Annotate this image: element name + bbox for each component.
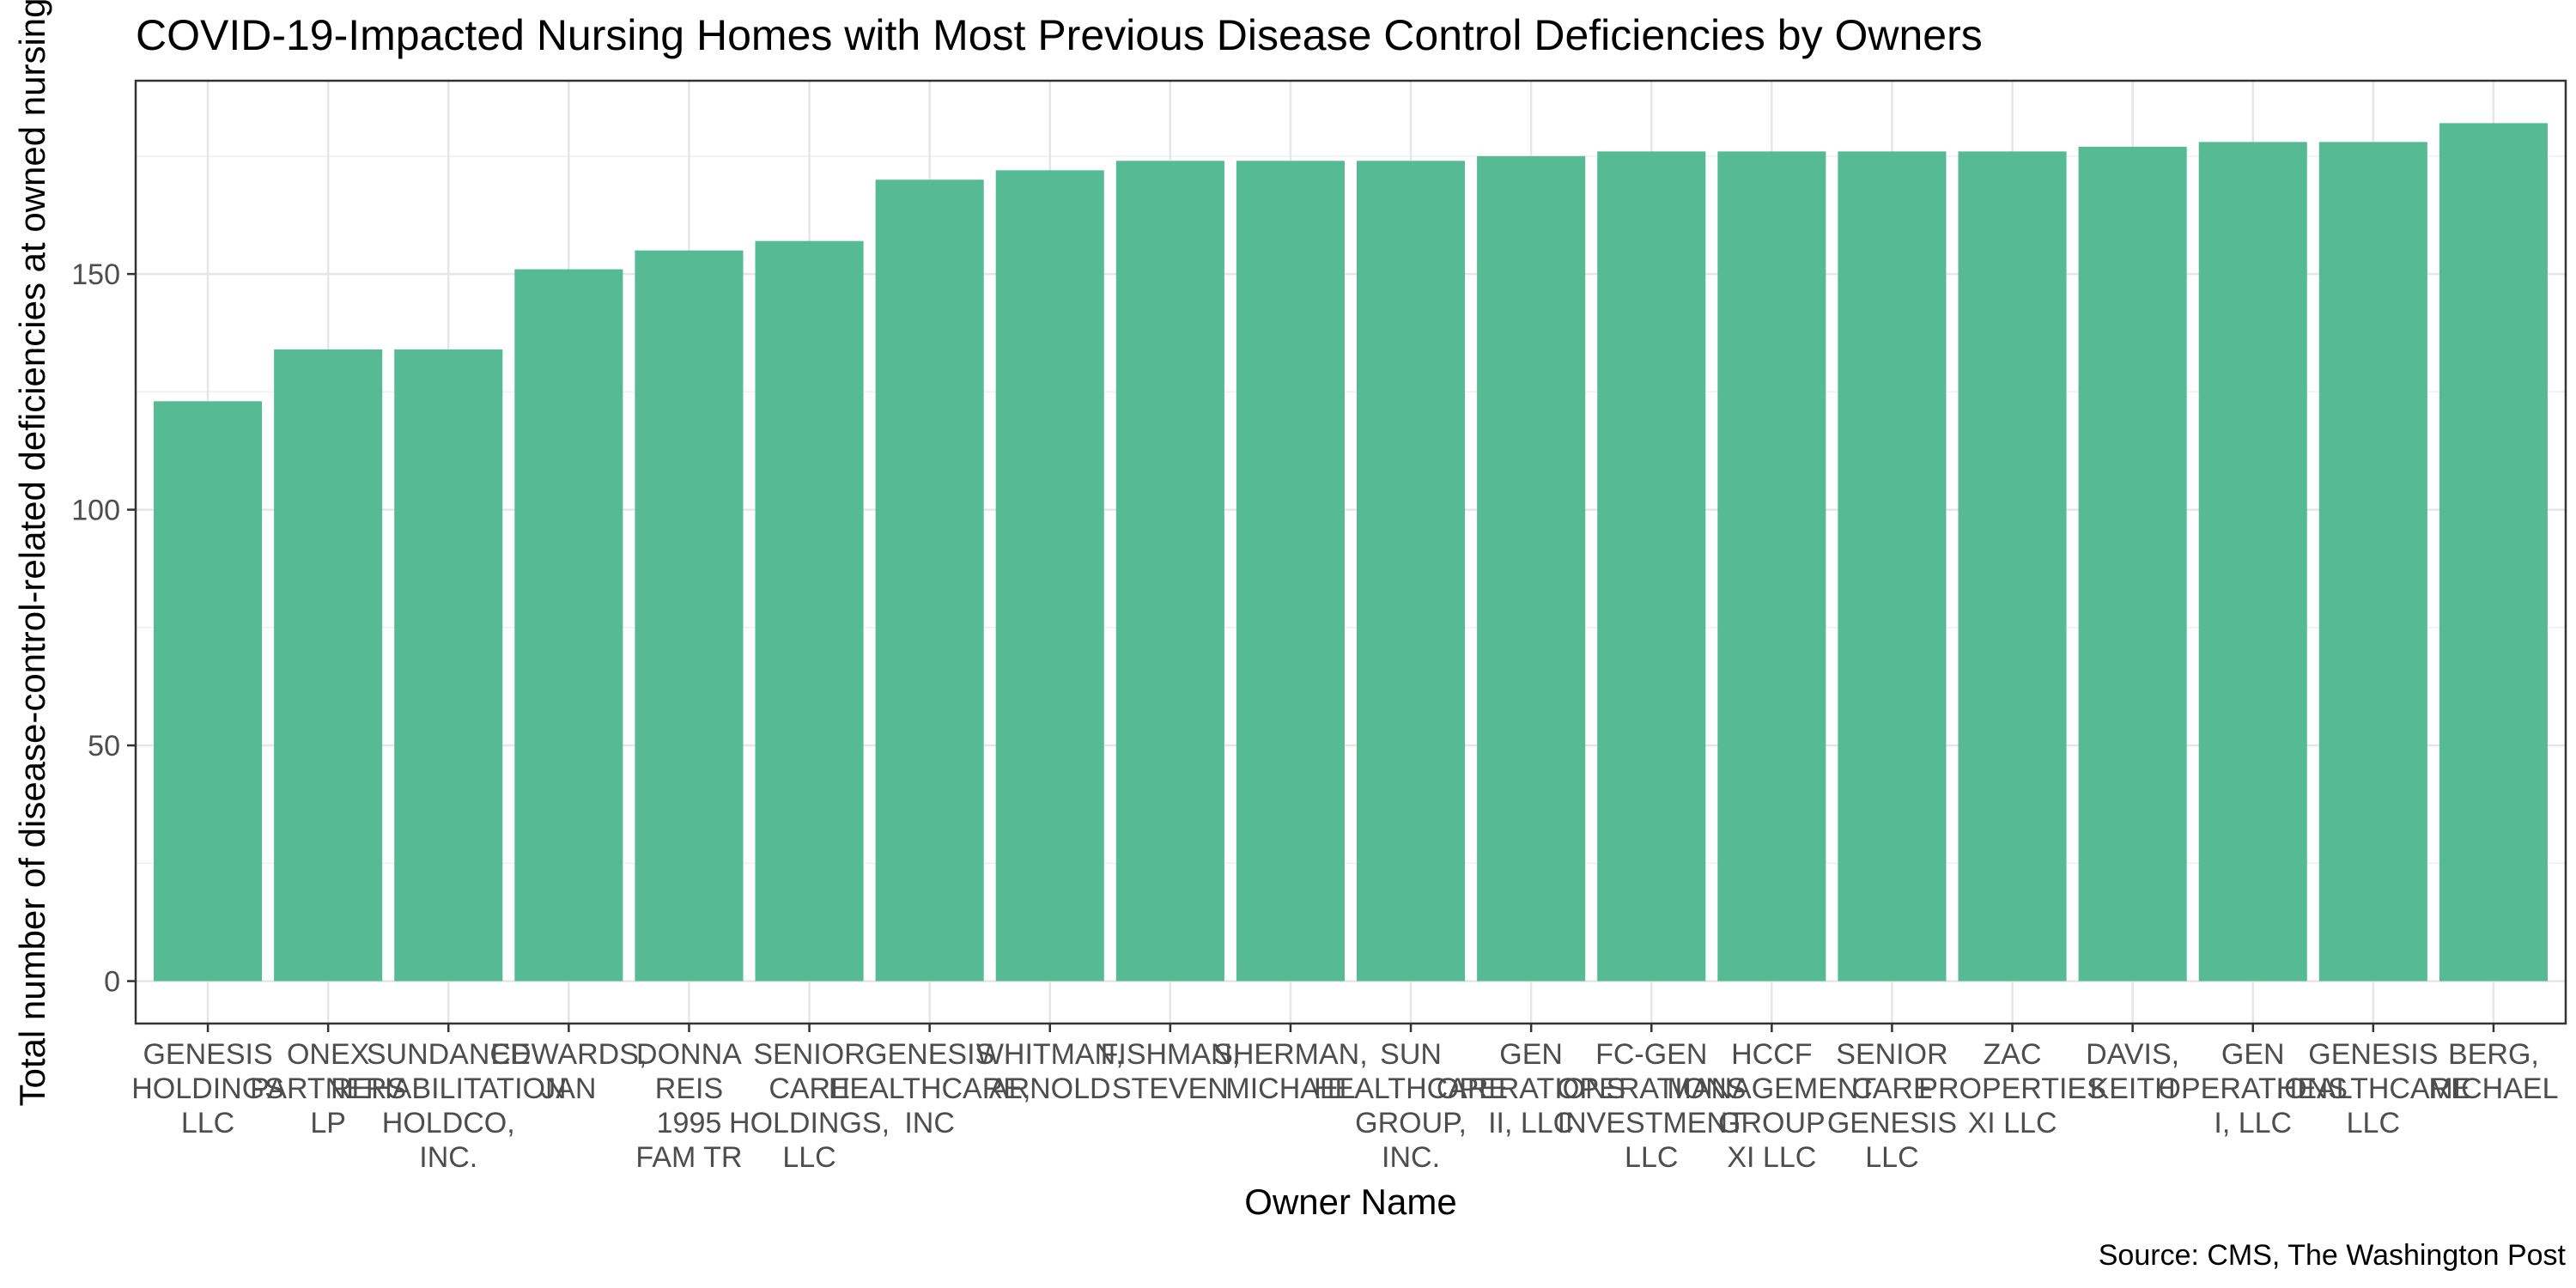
chart-title: COVID-19-Impacted Nursing Homes with Mos… xyxy=(136,11,1983,59)
bar xyxy=(1717,151,1826,981)
bar xyxy=(1115,161,1224,981)
x-tick-label: FC-GEN OPERATIONS INVESTMENT LLC xyxy=(1557,1038,1746,1174)
x-tick-label: SHERMAN, MICHAEL xyxy=(1213,1038,1367,1105)
x-tick-label: GENESIS HEALTHCARE LLC xyxy=(2276,1038,2470,1139)
y-tick-label: 50 xyxy=(88,730,120,762)
x-tick-label: GENESIS HOLDINGS LLC xyxy=(131,1038,284,1139)
source-caption: Source: CMS, The Washington Post xyxy=(2099,1239,2567,1272)
x-tick-label: GENESIS HEALTHCARE, INC xyxy=(829,1038,1031,1139)
bar xyxy=(1597,151,1706,981)
x-tick-label: SENIOR CARE HOLDINGS, LLC xyxy=(729,1038,890,1174)
bar xyxy=(995,170,1104,981)
y-tick-label: 0 xyxy=(104,966,120,999)
bar xyxy=(755,240,864,981)
x-tick-label: SENIOR CARE GENESIS LLC xyxy=(1827,1038,1957,1174)
x-tick-label: FISHMAN, STEVEN xyxy=(1101,1038,1240,1105)
bar xyxy=(154,401,263,981)
x-tick-label: DONNA REIS 1995 FAM TR xyxy=(635,1038,742,1174)
bar xyxy=(635,250,744,981)
x-tick-label: ONEX PARTNERS LP xyxy=(250,1038,406,1139)
bar xyxy=(2318,142,2427,981)
y-axis-title: Total number of disease-control-related … xyxy=(12,0,52,1107)
x-tick-label: EDWARDS, JAN xyxy=(490,1038,647,1105)
bar xyxy=(2439,123,2548,981)
x-tick-label: GEN OPERATIONS II, LLC xyxy=(1437,1038,1625,1139)
bar xyxy=(1838,151,1947,981)
x-tick-label: WHITMAN, ARNOLD xyxy=(976,1038,1124,1105)
panel-border xyxy=(134,79,2567,1025)
x-tick-label: HCCF MANAGEMENT GROUP XI LLC xyxy=(1668,1038,1877,1174)
x-tick-label: BERG, MICHAEL xyxy=(2428,1038,2558,1105)
bar xyxy=(1958,151,2067,981)
bar xyxy=(514,269,623,981)
y-tick-label: 100 xyxy=(71,495,120,527)
bar xyxy=(1357,161,1466,981)
x-tick-label: SUN HEALTHCARE GROUP, INC. xyxy=(1314,1038,1508,1174)
x-tick-label: SUNDANCE REHABILITATION HOLDCO, INC. xyxy=(331,1038,567,1174)
bar xyxy=(394,349,503,981)
bar xyxy=(274,349,383,981)
bar xyxy=(1477,155,1586,981)
bar xyxy=(1236,161,1345,981)
x-axis-title: Owner Name xyxy=(1244,1182,1456,1222)
y-tick-label: 150 xyxy=(71,258,120,291)
x-tick-label: GEN OPERATIONS I, LLC xyxy=(2159,1038,2348,1139)
bar xyxy=(2078,146,2187,981)
x-tick-label: DAVIS, KEITH xyxy=(2086,1038,2179,1105)
bar xyxy=(875,179,984,981)
x-tick-label: ZAC PROPERTIES XI LLC xyxy=(1918,1038,2106,1139)
bar xyxy=(2198,142,2307,981)
